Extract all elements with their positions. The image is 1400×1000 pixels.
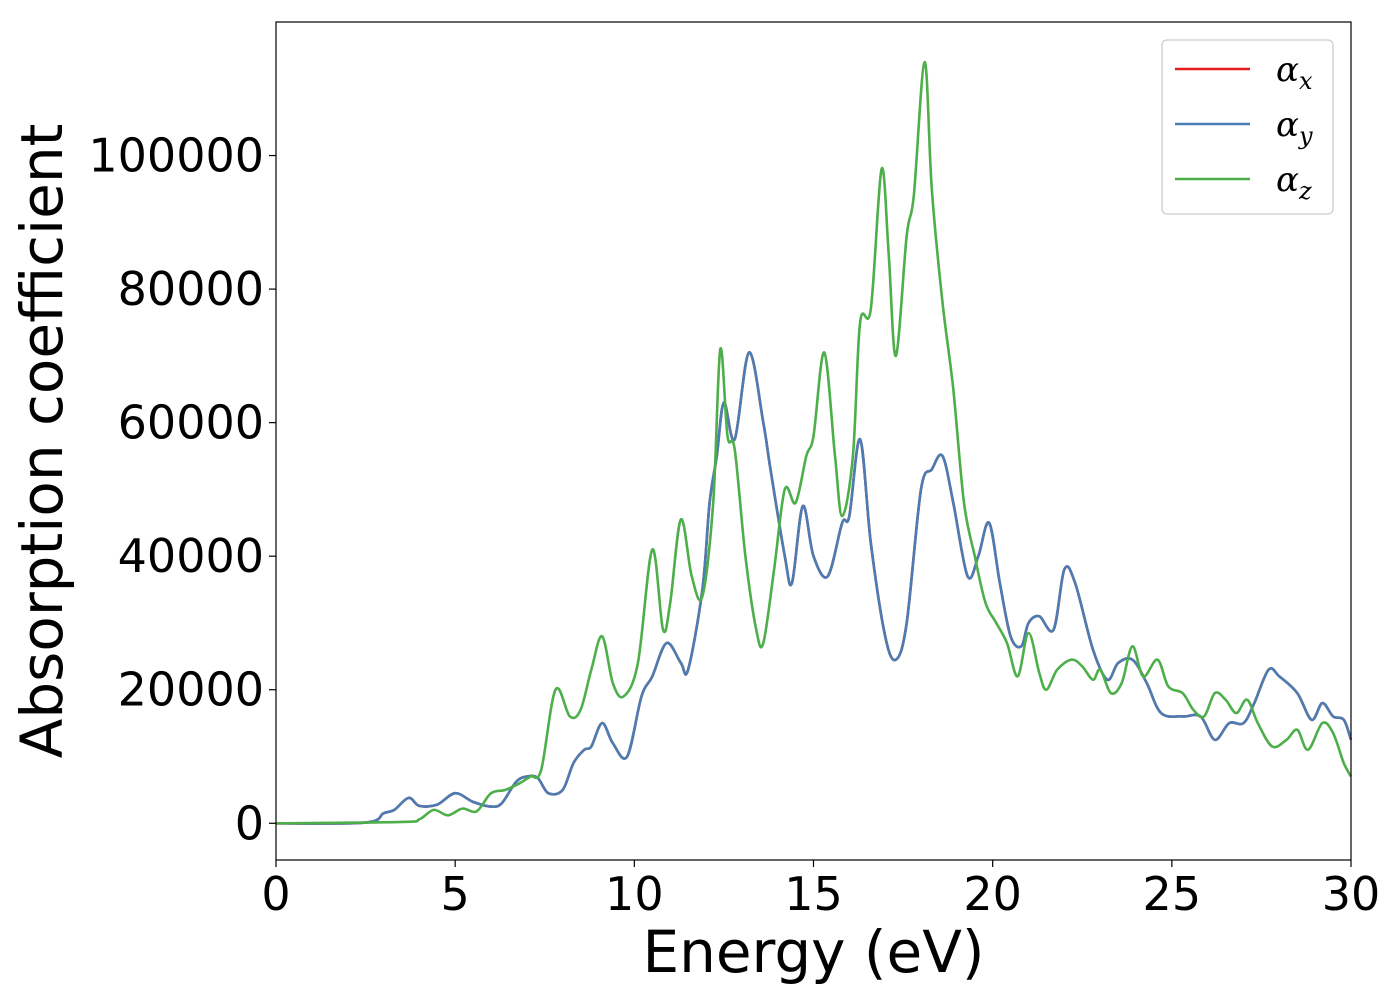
legend-subscript: y <box>1298 122 1313 150</box>
legend-subscript: x <box>1299 67 1313 95</box>
series-line-y <box>275 351 1353 825</box>
series-layer <box>275 60 1353 825</box>
y-axis: 0 20000 40000 60000 80000 100000 <box>88 129 276 850</box>
x-axis: 0 5 10 15 20 25 30 <box>261 860 1380 921</box>
legend-box <box>1161 39 1334 215</box>
y-tick-label: 20000 <box>118 663 264 717</box>
x-tick-label: 0 <box>261 867 290 921</box>
legend-subscript: z <box>1298 177 1312 205</box>
x-tick-label: 5 <box>441 867 470 921</box>
y-tick-label: 40000 <box>118 529 264 583</box>
series-line-x <box>275 351 1353 825</box>
y-tick-label: 0 <box>235 796 264 850</box>
x-tick-label: 10 <box>605 867 664 921</box>
y-tick-label: 60000 <box>118 396 264 450</box>
series-line-z <box>275 60 1353 825</box>
x-tick-label: 15 <box>784 867 843 921</box>
y-tick-label: 100000 <box>88 129 264 183</box>
y-axis-title: Absorption coefficient <box>8 124 76 759</box>
x-tick-label: 20 <box>963 867 1022 921</box>
x-axis-title: Energy (eV) <box>642 918 984 986</box>
x-tick-label: 30 <box>1322 867 1381 921</box>
y-tick-label: 80000 <box>118 262 264 316</box>
x-tick-label: 25 <box>1143 867 1202 921</box>
